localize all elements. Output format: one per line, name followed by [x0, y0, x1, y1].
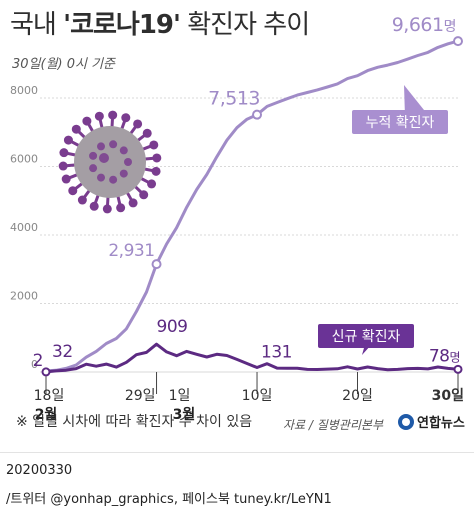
virus-surface-dot	[119, 169, 128, 178]
data-label: 78명	[429, 346, 460, 366]
cumulative-point	[453, 36, 463, 47]
virus-spike-tip	[71, 124, 81, 134]
cumulative-point	[252, 109, 263, 120]
data-source: 자료 / 질병관리본부	[283, 418, 383, 432]
data-label: 2,931	[108, 241, 154, 261]
virus-spike-tip	[151, 166, 161, 176]
publish-date: 20200330	[6, 463, 73, 478]
callout-label: 누적 확진자	[366, 115, 435, 131]
axis-layer: 0 2000 4000 6000 8000 18일 2월 29일 1일 3월 10일 20일 30일	[10, 84, 464, 423]
line-layer	[41, 36, 463, 377]
virus-spike-tip	[139, 190, 149, 200]
y-tick-label: 2000	[10, 290, 38, 303]
virus-spike-tip	[133, 119, 143, 129]
virus-surface-dot	[109, 140, 118, 149]
virus-spike-tip	[128, 198, 138, 208]
virus-spike-tip	[147, 179, 157, 189]
callout-box	[352, 110, 448, 134]
virus-spike-tip	[116, 203, 126, 213]
x-tick-label: 18일	[34, 388, 65, 404]
data-label: 2	[33, 351, 43, 371]
virus-surface-dot	[124, 158, 132, 166]
logo-text: 연합뉴스	[417, 416, 465, 431]
title-strong: '코로나19'	[63, 10, 181, 40]
virus-spike-tip	[102, 204, 112, 214]
title-suffix: 확진자 추이	[179, 10, 310, 40]
yonhap-logo: 연합뉴스	[398, 412, 465, 431]
chart-subtitle: 30일(월) 0시 기준	[12, 57, 116, 72]
chart-area: 0 2000 4000 6000 8000 18일 2월 29일 1일 3월 10일 20일 30일 2…	[10, 14, 464, 423]
virus-body	[74, 126, 146, 198]
chart-title: 국내 '코로나19' 확진자 추이	[10, 4, 310, 41]
virus-surface-dot	[119, 146, 128, 155]
bottom-bar: 20200330 /트위터 @yonhap_graphics, 페이스북 tun…	[0, 452, 474, 514]
callout-box	[318, 324, 414, 348]
cumulative-point	[151, 259, 162, 270]
y-tick-label: 0	[31, 358, 38, 371]
yonhap-logo-icon	[398, 413, 414, 430]
cumulative-line	[45, 39, 459, 373]
new-cases-point	[41, 367, 51, 377]
virus-spike-tip	[108, 110, 118, 120]
virus-spike-tip	[152, 153, 162, 163]
data-label: 7,513	[208, 88, 260, 110]
data-label: 909	[157, 317, 188, 337]
virus-spike-tip	[94, 111, 104, 121]
x-month-label: 2월	[35, 406, 58, 423]
x-tick-label: 1일	[169, 388, 191, 404]
callout-pointer	[404, 85, 424, 110]
cumulative-callout: 누적 확진자	[352, 85, 448, 134]
y-tick-label: 8000	[10, 84, 38, 97]
x-tick-label: 29일	[125, 388, 156, 404]
footnote: ※ 일별 시차에 따라 확진자 수 차이 있음	[16, 414, 253, 430]
virus-spike-tip	[142, 128, 152, 138]
x-month-label: 3월	[173, 406, 196, 423]
y-tick-label: 6000	[10, 153, 38, 166]
x-tick-label: 30일	[432, 388, 464, 404]
virus-spike-tip	[82, 116, 92, 126]
social-handles: /트위터 @yonhap_graphics, 페이스북 tuney.kr/LeY…	[6, 492, 332, 507]
virus-surface-dot	[99, 153, 109, 163]
new-cases-point	[453, 364, 463, 374]
virus-spike-tip	[61, 174, 71, 184]
data-label: 9,661명	[392, 14, 456, 36]
new-cases-line	[45, 342, 459, 374]
virus-spike-tip	[77, 195, 87, 205]
virus-surface-dot	[89, 151, 98, 160]
x-tick-label: 10일	[242, 388, 273, 404]
new-cases-callout: 신규 확진자	[318, 324, 414, 355]
x-tick-label: 20일	[342, 388, 373, 404]
virus-illustration-icon	[58, 110, 162, 214]
callout-label: 신규 확진자	[332, 329, 401, 345]
virus-surface-dot	[109, 175, 118, 184]
virus-surface-dot	[89, 164, 98, 173]
virus-spike-tip	[89, 201, 99, 211]
virus-spike-tip	[59, 148, 69, 158]
data-label: 131	[261, 343, 292, 363]
title-prefix: 국내	[10, 10, 64, 40]
virus-surface-dot	[97, 142, 105, 151]
data-label: 32	[52, 342, 73, 362]
virus-spike-tip	[149, 140, 159, 150]
virus-spike-tip	[68, 186, 78, 196]
y-tick-label: 4000	[10, 221, 38, 234]
virus-spike-tip	[58, 161, 68, 171]
virus-spike-tip	[63, 135, 73, 145]
virus-surface-dot	[97, 173, 105, 182]
virus-spike-tip	[121, 113, 131, 123]
